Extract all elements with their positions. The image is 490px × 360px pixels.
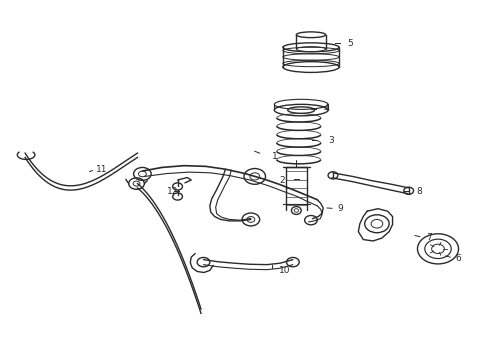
Text: 5: 5 bbox=[347, 39, 353, 48]
Text: 10: 10 bbox=[279, 266, 291, 275]
Text: 2: 2 bbox=[279, 176, 285, 185]
Text: 7: 7 bbox=[426, 233, 432, 242]
Text: 1: 1 bbox=[272, 152, 278, 161]
Text: 11: 11 bbox=[96, 165, 107, 174]
Text: 6: 6 bbox=[455, 254, 461, 263]
Text: 9: 9 bbox=[338, 204, 343, 213]
Text: 3: 3 bbox=[328, 136, 334, 145]
Text: 12: 12 bbox=[167, 187, 178, 196]
Text: 8: 8 bbox=[416, 187, 422, 196]
Text: 4: 4 bbox=[323, 104, 329, 113]
